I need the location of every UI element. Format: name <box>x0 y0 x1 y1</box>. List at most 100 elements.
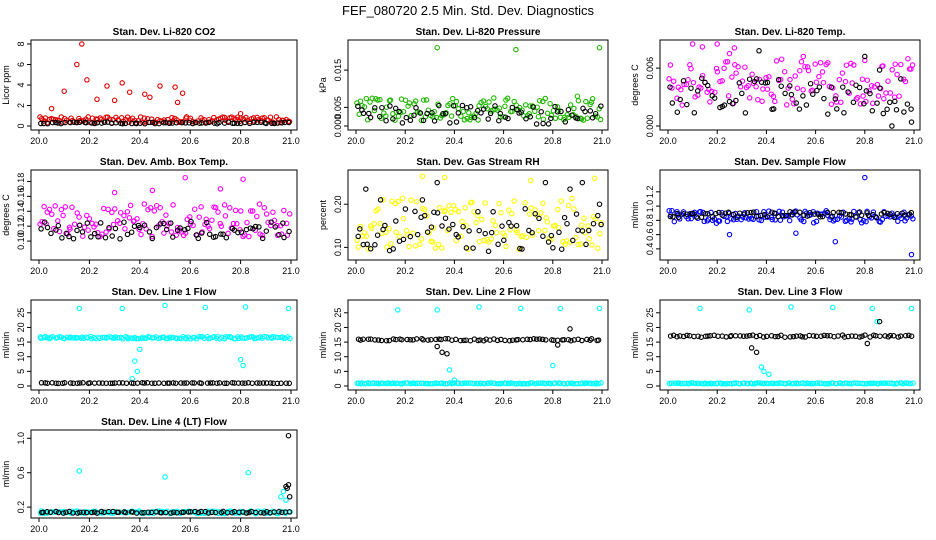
x-tick-label: 20.0 <box>30 524 48 534</box>
data-point <box>467 104 474 110</box>
data-point <box>83 119 89 126</box>
x-tick-label: 20.8 <box>544 266 562 276</box>
data-point <box>787 334 793 340</box>
data-point <box>577 241 584 247</box>
data-point <box>879 216 886 223</box>
panel-10: Stan. Dev. Line 4 (LT) Flow ml/min 20.0 20.… <box>1 417 300 534</box>
data-point <box>189 380 195 386</box>
data-point <box>754 380 760 386</box>
data-point <box>257 380 263 386</box>
x-tick-label: 20.2 <box>81 396 99 406</box>
data-point <box>579 222 585 228</box>
data-point <box>595 212 601 219</box>
data-point <box>212 509 219 516</box>
data-point <box>522 206 528 212</box>
data-point <box>771 210 778 216</box>
data-point <box>163 226 170 233</box>
data-point <box>583 241 589 248</box>
data-point <box>235 380 242 386</box>
data-point <box>527 114 534 120</box>
data-point <box>47 334 54 341</box>
data-point <box>425 107 432 113</box>
data-point <box>265 219 271 226</box>
data-point <box>526 111 532 117</box>
data-point <box>545 239 552 245</box>
data-point <box>420 97 427 103</box>
data-point <box>461 337 467 344</box>
data-point <box>369 95 375 102</box>
data-point <box>889 67 895 73</box>
data-point <box>58 206 65 213</box>
data-point <box>704 82 711 89</box>
data-point <box>104 334 110 340</box>
data-point <box>783 380 789 387</box>
plot-frame <box>347 39 609 131</box>
data-point <box>783 212 790 219</box>
data-point <box>98 508 105 515</box>
data-point <box>459 102 466 109</box>
data-point <box>160 119 167 126</box>
data-point <box>406 100 413 106</box>
data-point <box>861 100 867 107</box>
data-point <box>522 200 528 206</box>
y-tick-label: 0.8 <box>645 214 655 227</box>
data-point <box>53 119 59 126</box>
data-point <box>203 216 209 223</box>
data-point <box>856 334 863 340</box>
data-point <box>555 224 562 231</box>
data-point <box>429 110 435 116</box>
data-point <box>684 211 690 217</box>
series-primary <box>354 173 604 252</box>
panel-8: Stan. Dev. Line 2 Flow ml/min 20.0 20.2 20.4… <box>318 287 611 406</box>
data-point <box>568 337 574 344</box>
data-point <box>697 208 704 215</box>
data-point <box>845 89 851 95</box>
data-point <box>838 99 844 106</box>
data-point <box>813 333 820 340</box>
outlier-point <box>240 176 246 182</box>
data-point <box>286 228 292 235</box>
data-point <box>667 62 674 68</box>
data-point <box>85 227 91 233</box>
data-point <box>670 78 677 85</box>
y-axis-label: degrees C <box>630 64 640 106</box>
outlier-point <box>746 307 752 313</box>
panel-4: Stan. Dev. Amb. Box Temp. degrees C 20.0 20… <box>1 157 300 276</box>
data-point <box>698 214 705 221</box>
data-point <box>746 95 753 101</box>
x-tick-label: 20.0 <box>659 266 677 276</box>
data-point <box>372 337 378 343</box>
data-point <box>807 209 813 216</box>
data-point <box>168 229 175 235</box>
data-point <box>61 335 68 342</box>
data-point <box>121 212 127 219</box>
data-point <box>834 380 840 387</box>
data-point <box>519 246 525 252</box>
outlier-point <box>800 53 807 60</box>
data-point <box>157 221 164 227</box>
data-point <box>573 211 580 217</box>
data-point <box>721 102 728 108</box>
data-point <box>908 106 914 112</box>
data-point <box>63 509 69 515</box>
data-point <box>404 336 410 343</box>
data-point <box>821 332 827 339</box>
data-point <box>269 120 275 127</box>
data-point <box>227 205 233 211</box>
data-point <box>509 337 516 343</box>
data-point <box>38 380 45 386</box>
data-point <box>191 206 198 212</box>
data-point <box>287 335 293 342</box>
data-point <box>442 207 448 214</box>
data-point <box>897 333 904 339</box>
data-point <box>397 109 404 116</box>
data-point <box>170 509 177 515</box>
outlier-point <box>726 231 733 238</box>
series-reference <box>667 209 915 221</box>
data-point <box>418 236 425 242</box>
outlier-point <box>451 377 458 383</box>
data-point <box>367 114 374 121</box>
data-point <box>529 232 536 239</box>
data-point <box>116 335 122 341</box>
